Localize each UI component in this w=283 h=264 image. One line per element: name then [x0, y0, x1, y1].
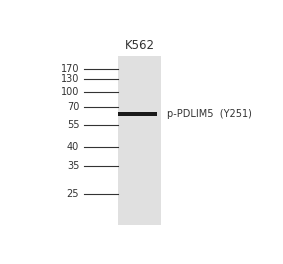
Text: 35: 35 — [67, 161, 79, 171]
Text: 25: 25 — [67, 189, 79, 199]
Text: p-PDLIM5  (Y251): p-PDLIM5 (Y251) — [167, 109, 252, 119]
Text: 130: 130 — [61, 74, 79, 84]
Bar — [118, 56, 162, 225]
Text: 40: 40 — [67, 142, 79, 152]
Text: 55: 55 — [67, 120, 79, 130]
Bar — [118, 112, 157, 116]
Text: 170: 170 — [61, 64, 79, 74]
Text: 70: 70 — [67, 102, 79, 112]
Text: K562: K562 — [125, 39, 155, 52]
Text: 100: 100 — [61, 87, 79, 97]
